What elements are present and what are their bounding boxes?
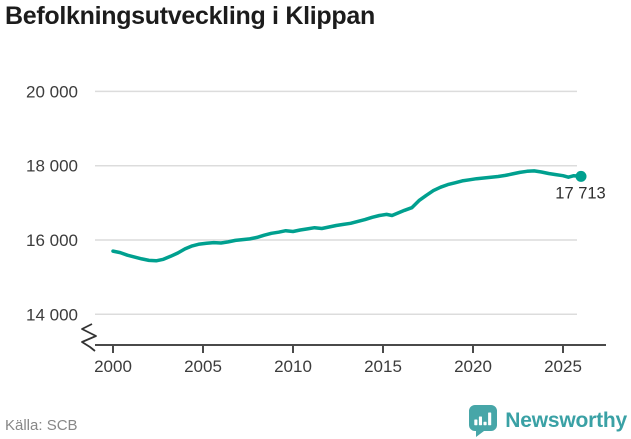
bar-chart-glyph — [474, 412, 492, 426]
end-value-label: 17 713 — [555, 184, 605, 202]
y-tick-label: 16 000 — [26, 231, 78, 250]
axis-break-squiggle — [81, 323, 97, 352]
population-line — [111, 169, 583, 263]
data-line — [111, 169, 587, 263]
y-tick-label: 20 000 — [26, 82, 78, 101]
y-tick-label: 18 000 — [26, 157, 78, 176]
y-axis-labels: 20 000 18 000 16 000 14 000 — [26, 82, 78, 324]
end-value-text: 17 713 — [555, 184, 605, 202]
newsworthy-badge-icon — [469, 405, 498, 437]
x-axis: 2000 2005 2010 2015 2020 2025 — [94, 344, 606, 376]
gridlines — [95, 90, 577, 316]
axis-break-icon — [81, 323, 97, 352]
x-tick-label: 2025 — [544, 357, 582, 376]
chart-title: Befolkningsutveckling i Klippan — [5, 2, 375, 30]
x-tick-label: 2010 — [274, 357, 312, 376]
x-tick-label: 2000 — [94, 357, 132, 376]
source-label: Källa: SCB — [5, 417, 78, 434]
newsworthy-logo[interactable]: Newsworthy — [469, 405, 627, 437]
end-point-marker — [575, 170, 587, 182]
y-tick-label: 14 000 — [26, 305, 78, 324]
x-tick-label: 2020 — [454, 357, 492, 376]
newsworthy-wordmark: Newsworthy — [505, 409, 627, 432]
x-tick-label: 2015 — [364, 357, 402, 376]
x-tick-label: 2005 — [184, 357, 222, 376]
